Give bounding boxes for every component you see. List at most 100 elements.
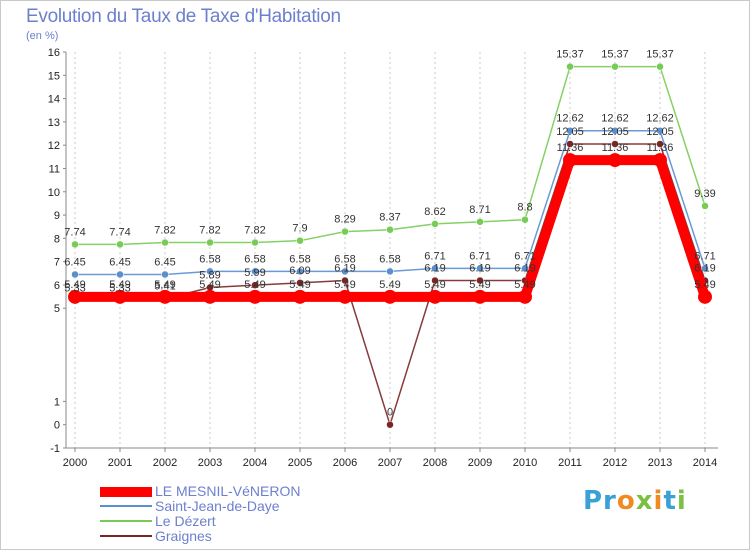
- data-label: 6.58: [379, 253, 400, 265]
- data-point: [293, 289, 307, 304]
- data-point: [476, 218, 484, 226]
- data-point: [296, 279, 304, 287]
- data-label: 11.36: [557, 142, 584, 154]
- data-label: 5.49: [64, 279, 85, 291]
- data-label: 7.82: [154, 225, 175, 237]
- data-label: 8.29: [334, 214, 355, 226]
- data-label: 7.74: [64, 226, 85, 238]
- y-tick-label: 0: [54, 420, 60, 432]
- y-tick-label: 10: [48, 187, 60, 199]
- data-point: [566, 62, 574, 71]
- data-point: [341, 276, 349, 285]
- y-tick-label: 13: [48, 117, 60, 129]
- data-label: 12.05: [601, 126, 629, 138]
- data-point: [698, 289, 712, 304]
- data-point: [701, 264, 709, 273]
- data-point: [428, 289, 442, 304]
- x-tick-label: 2006: [333, 457, 357, 469]
- data-point: [71, 240, 79, 249]
- chart-title: Evolution du Taux de Taxe d'Habitation: [26, 6, 341, 27]
- data-point: [563, 153, 577, 168]
- data-point: [386, 225, 394, 234]
- data-point: [161, 238, 169, 247]
- data-point: [68, 289, 82, 304]
- proxiti-logo: Proxiti: [583, 486, 687, 516]
- legend-label: LE MESNIL-VéNERON: [155, 483, 301, 499]
- data-point: [476, 276, 484, 285]
- x-tick-label: 2008: [423, 457, 447, 469]
- data-label: 5.33: [109, 283, 130, 295]
- x-tick-label: 2000: [63, 457, 87, 469]
- data-point: [341, 267, 349, 276]
- data-label: 8.37: [379, 212, 400, 224]
- data-label: 5.49: [154, 279, 175, 291]
- data-label: 11.36: [647, 142, 674, 154]
- x-tick-label: 2014: [693, 457, 717, 469]
- data-label: 6.58: [289, 253, 310, 265]
- data-point: [161, 270, 169, 279]
- data-label: 12.62: [601, 113, 629, 125]
- x-tick-label: 2005: [288, 457, 312, 469]
- legend-label: Graignes: [155, 528, 212, 544]
- data-label: 8.8: [517, 202, 532, 214]
- data-label: 5.49: [379, 279, 400, 291]
- data-point: [296, 236, 304, 245]
- data-label: 5.49: [694, 279, 715, 291]
- data-point: [341, 227, 349, 236]
- data-point: [206, 267, 214, 276]
- data-point: [521, 264, 529, 273]
- data-label: 5.41: [154, 281, 175, 293]
- x-tick-label: 2003: [198, 457, 222, 469]
- data-point: [203, 289, 217, 304]
- data-point: [386, 267, 394, 276]
- data-point: [251, 281, 259, 289]
- data-point: [248, 289, 262, 304]
- data-label: 7.82: [199, 225, 220, 237]
- data-label: 5.49: [514, 279, 535, 291]
- data-point: [521, 215, 529, 224]
- data-label: 5.49: [424, 279, 445, 291]
- legend-swatch: [100, 505, 152, 507]
- y-tick-label: 15: [48, 70, 60, 82]
- y-tick-label: 16: [48, 47, 60, 59]
- data-label: 15.37: [601, 49, 629, 61]
- data-label: 6.58: [334, 253, 355, 265]
- y-tick-label: 6: [54, 280, 60, 292]
- data-point: [113, 289, 127, 304]
- data-label: 5.49: [289, 279, 310, 291]
- data-label: 5.89: [199, 270, 220, 282]
- data-point: [518, 289, 532, 304]
- data-label: 6.19: [334, 263, 355, 275]
- y-tick-label: 11: [49, 163, 60, 175]
- x-tick-label: 2013: [648, 457, 672, 469]
- data-label: 6.09: [289, 265, 310, 277]
- data-label: 6.19: [514, 263, 535, 275]
- legend-swatch: [100, 535, 152, 537]
- data-point: [476, 264, 484, 273]
- data-point: [116, 240, 124, 249]
- chart-subtitle: (en %): [26, 30, 59, 42]
- x-tick-label: 2012: [603, 457, 627, 469]
- x-tick-label: 2010: [513, 457, 537, 469]
- data-point: [338, 289, 352, 304]
- data-point: [431, 276, 439, 285]
- data-point: [611, 62, 619, 71]
- data-point: [431, 220, 439, 228]
- data-point: [608, 153, 622, 168]
- data-label: 7.74: [109, 226, 130, 238]
- data-point: [383, 289, 397, 304]
- data-label: 11.36: [602, 142, 629, 154]
- y-tick-label: 5: [54, 303, 60, 315]
- x-tick-label: 2001: [108, 457, 132, 469]
- data-label: 15.37: [556, 49, 584, 61]
- data-point: [71, 270, 79, 279]
- x-tick-label: 2002: [153, 457, 177, 469]
- y-tick-label: 7: [54, 257, 60, 269]
- y-tick-label: -1: [50, 443, 60, 455]
- data-label: 6.71: [469, 250, 490, 262]
- data-label: 8.71: [469, 204, 490, 216]
- data-point: [386, 420, 394, 429]
- data-label: 5.49: [334, 279, 355, 291]
- data-label: 6.58: [244, 253, 265, 265]
